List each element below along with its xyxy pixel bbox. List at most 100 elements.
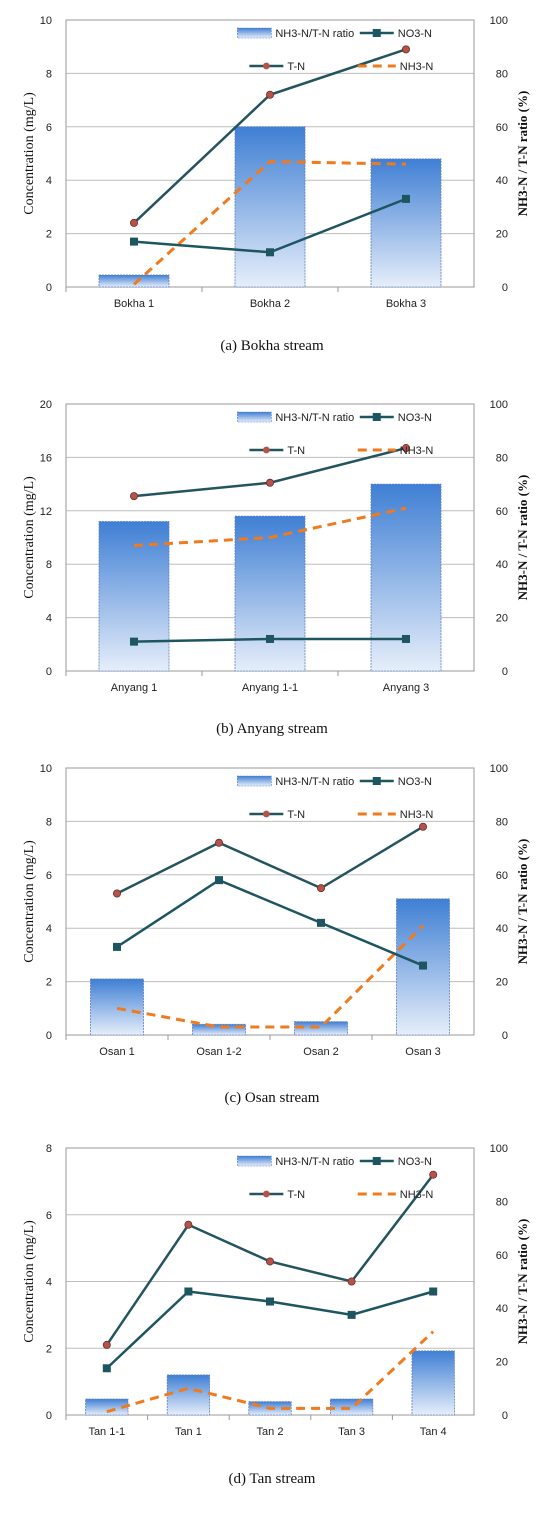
legend-label-nh3: NH3-N bbox=[400, 809, 434, 821]
series-no3-point bbox=[402, 634, 410, 643]
series-tn-point bbox=[214, 838, 223, 847]
y-tick-label: 10 bbox=[40, 763, 52, 775]
bar-ratio bbox=[98, 274, 170, 288]
y2-axis-title: NH3-N / T-N ratio (%) bbox=[515, 91, 530, 217]
legend-marker-tn bbox=[262, 810, 270, 818]
legend-swatch-ratio bbox=[237, 27, 272, 39]
series-no3-point bbox=[113, 942, 121, 951]
x-tick-label: Osan 2 bbox=[303, 1046, 338, 1058]
series-nh3-line bbox=[132, 159, 407, 286]
series-tn-line bbox=[116, 825, 424, 895]
bar-ratio bbox=[294, 1021, 348, 1036]
y-tick-label: 4 bbox=[46, 1277, 52, 1289]
y-tick-label: 12 bbox=[40, 506, 52, 518]
y-axis-title: Concentration (mg/L) bbox=[22, 1220, 37, 1343]
series-no3-point bbox=[130, 237, 138, 246]
series-no3-point bbox=[317, 918, 325, 927]
series-tn-point bbox=[265, 478, 274, 487]
y2-axis-title: NH3-N / T-N ratio (%) bbox=[515, 475, 530, 601]
series-tn-point bbox=[265, 1257, 274, 1266]
bar-ratio bbox=[85, 1398, 129, 1416]
y2-tick-label: 80 bbox=[496, 816, 508, 828]
y2-tick-label: 0 bbox=[502, 666, 508, 678]
y2-tick-label: 100 bbox=[490, 15, 508, 27]
legend-label-nh3: NH3-N bbox=[400, 61, 434, 73]
legend-marker-no3 bbox=[372, 777, 381, 785]
y-tick-label: 20 bbox=[40, 399, 52, 411]
legend-label-no3: NO3-N bbox=[398, 776, 432, 788]
y-tick-label: 8 bbox=[46, 68, 52, 80]
y-axis-title: Concentration (mg/L) bbox=[22, 840, 37, 963]
y-tick-label: 0 bbox=[46, 1030, 52, 1042]
bar-ratio bbox=[166, 1374, 211, 1416]
series-no3-point bbox=[184, 1287, 193, 1296]
legend-swatch-ratio bbox=[237, 1155, 272, 1167]
series-nh3-line bbox=[116, 924, 425, 1029]
x-tick-label: Osan 1 bbox=[99, 1046, 134, 1058]
x-tick-label: Anyang 1 bbox=[111, 682, 157, 694]
y2-tick-label: 40 bbox=[496, 559, 508, 571]
legend-label-no3: NO3-N bbox=[398, 412, 432, 424]
series-no3-point bbox=[130, 637, 138, 646]
x-tick-label: Osan 3 bbox=[405, 1046, 440, 1058]
legend-label-tn: T-N bbox=[287, 445, 305, 457]
chart-caption: (a) Bokha stream bbox=[220, 338, 324, 354]
legend-label-nh3: NH3-N bbox=[400, 1189, 434, 1201]
x-tick-label: Tan 1-1 bbox=[88, 1426, 125, 1438]
series-nh3-line bbox=[106, 1330, 435, 1414]
legend-label-ratio: NH3-N/T-N ratio bbox=[275, 776, 354, 788]
x-tick-label: Bokha 2 bbox=[250, 298, 290, 310]
series-no3-point bbox=[266, 1297, 274, 1306]
y-tick-label: 0 bbox=[46, 666, 52, 678]
x-tick-label: Bokha 3 bbox=[386, 298, 426, 310]
legend-label-no3: NO3-N bbox=[398, 28, 432, 40]
series-tn-point bbox=[401, 444, 410, 453]
y2-tick-label: 60 bbox=[496, 1250, 508, 1262]
y-tick-label: 2 bbox=[46, 229, 52, 241]
y-tick-label: 6 bbox=[46, 1210, 52, 1222]
series-no3-point bbox=[102, 1364, 111, 1373]
x-tick-label: Bokha 1 bbox=[114, 298, 154, 310]
y-tick-label: 10 bbox=[40, 15, 52, 27]
series-no3-point bbox=[266, 248, 274, 257]
series-tn-point bbox=[113, 889, 122, 898]
y2-tick-label: 60 bbox=[496, 506, 508, 518]
series-no3-point bbox=[215, 876, 223, 885]
y2-tick-label: 80 bbox=[496, 452, 508, 464]
legend-marker-no3 bbox=[372, 29, 381, 37]
y-axis-title: Concentration (mg/L) bbox=[22, 476, 37, 599]
y2-tick-label: 80 bbox=[496, 1196, 508, 1208]
series-tn-point bbox=[418, 822, 427, 831]
x-tick-label: Tan 3 bbox=[338, 1426, 365, 1438]
y2-tick-label: 100 bbox=[490, 399, 508, 411]
legend-label-tn: T-N bbox=[287, 809, 305, 821]
series-tn-point bbox=[129, 218, 138, 227]
y-tick-label: 6 bbox=[46, 870, 52, 882]
series-tn-point bbox=[102, 1340, 111, 1349]
series-no3-point bbox=[402, 194, 410, 203]
legend-label-ratio: NH3-N/T-N ratio bbox=[275, 28, 354, 40]
y2-axis-title: NH3-N / T-N ratio (%) bbox=[515, 839, 530, 965]
y2-tick-label: 20 bbox=[496, 977, 508, 989]
legend-marker-tn bbox=[262, 446, 270, 454]
series-no3-point bbox=[419, 961, 427, 970]
x-tick-label: Anyang 3 bbox=[383, 682, 429, 694]
bar-ratio bbox=[98, 521, 170, 672]
x-tick-label: Tan 2 bbox=[257, 1426, 284, 1438]
legend-marker-no3 bbox=[372, 1157, 381, 1165]
series-no3-point bbox=[266, 634, 274, 643]
y-tick-label: 8 bbox=[46, 1143, 52, 1155]
series-tn-point bbox=[401, 45, 410, 54]
y-tick-label: 8 bbox=[46, 816, 52, 828]
chart-caption: (b) Anyang stream bbox=[216, 721, 328, 737]
legend-swatch-ratio bbox=[237, 411, 272, 423]
chart-panel-2: 0 4 8 12 16 20 0 20 40 60 80 100 Anyang 1 Anyang 1-1 A… bbox=[22, 399, 530, 737]
y2-tick-label: 40 bbox=[496, 923, 508, 935]
chart-caption: (d) Tan stream bbox=[229, 1471, 316, 1487]
series-tn-point bbox=[265, 90, 274, 99]
y2-tick-label: 0 bbox=[502, 1410, 508, 1422]
y-tick-label: 16 bbox=[40, 452, 52, 464]
y-tick-label: 4 bbox=[46, 613, 52, 625]
